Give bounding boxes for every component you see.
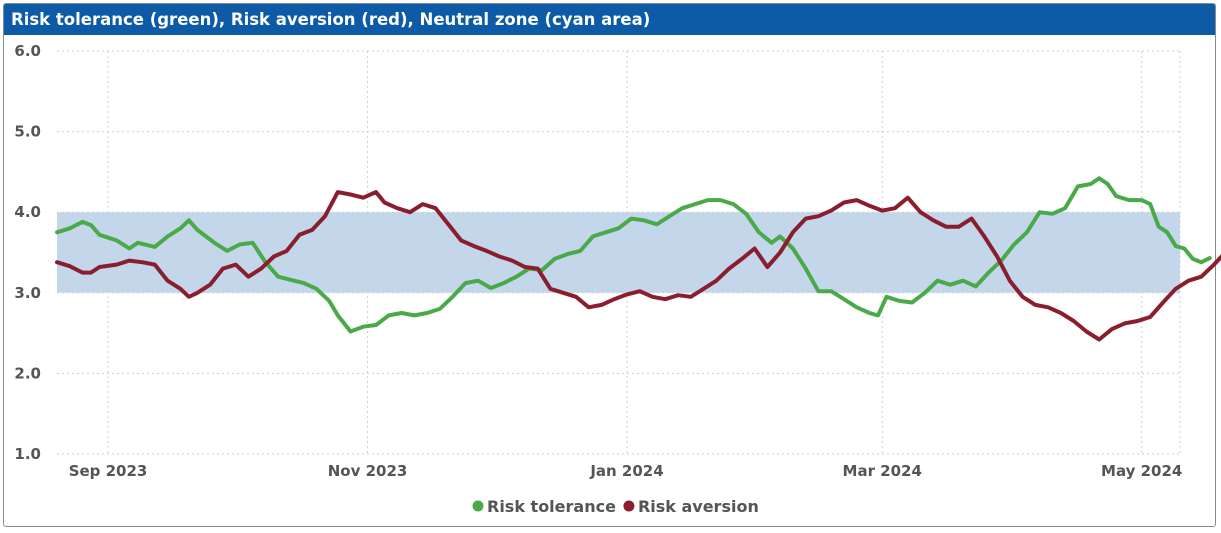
series-line-risk-aversion xyxy=(55,190,1221,342)
y-axis: 6.0 5.0 4.0 3.0 2.0 1.0 xyxy=(14,42,41,463)
y-tick-label: 5.0 xyxy=(14,123,41,141)
x-tick-label: Sep 2023 xyxy=(69,462,148,480)
y-tick-label: 1.0 xyxy=(14,445,41,463)
legend-marker-risk-tolerance xyxy=(472,500,484,512)
series xyxy=(55,176,1221,342)
legend-marker-risk-aversion xyxy=(623,500,635,512)
y-tick-label: 6.0 xyxy=(14,42,41,60)
series-line-risk-tolerance xyxy=(55,176,1212,334)
legend: Risk tolerance Risk aversion xyxy=(472,497,759,516)
x-tick-label: Jan 2024 xyxy=(589,462,663,480)
legend-label-risk-aversion: Risk aversion xyxy=(638,497,759,516)
x-tick-label: Nov 2023 xyxy=(328,462,408,480)
y-tick-label: 2.0 xyxy=(14,364,41,382)
y-tick-label: 3.0 xyxy=(14,284,41,302)
legend-label-risk-tolerance: Risk tolerance xyxy=(487,497,616,516)
x-tick-label: May 2024 xyxy=(1101,462,1182,480)
x-tick-label: Mar 2024 xyxy=(843,462,922,480)
x-axis: Sep 2023 Nov 2023 Jan 2024 Mar 2024 May 2024 xyxy=(69,462,1183,480)
y-tick-label: 4.0 xyxy=(14,203,41,221)
chart-title: Risk tolerance (green), Risk aversion (r… xyxy=(4,4,1215,35)
